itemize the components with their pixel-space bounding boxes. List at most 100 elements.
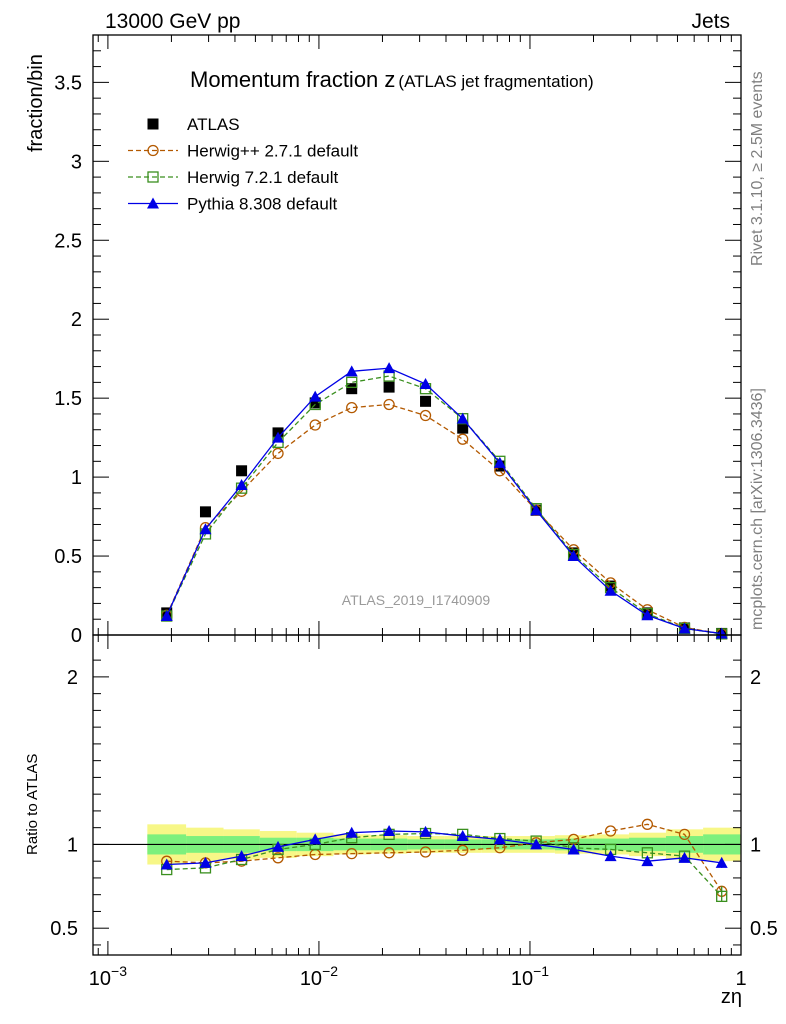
ratio-xlabel: zη bbox=[721, 986, 742, 1008]
ratio-series-point bbox=[678, 851, 691, 863]
main-series-line bbox=[166, 375, 722, 635]
main-series-point bbox=[383, 362, 396, 374]
main-series-point bbox=[457, 422, 469, 434]
ratio-series-point bbox=[383, 825, 396, 837]
y-tick-label: 3 bbox=[71, 151, 82, 173]
ratio-series-point bbox=[272, 840, 285, 852]
header-right: Jets bbox=[691, 10, 730, 33]
main-series-point bbox=[199, 523, 212, 535]
ratio-series-point bbox=[493, 833, 506, 845]
x-tick-label: 10−3 bbox=[89, 963, 127, 990]
chart-title-suffix: (ATLAS jet fragmentation) bbox=[398, 72, 593, 91]
x-tick-label: 10−1 bbox=[511, 963, 549, 990]
x-tick-label-exponent: −3 bbox=[111, 963, 127, 979]
y-tick-label: 2 bbox=[71, 309, 82, 331]
ratio-series-point bbox=[419, 825, 432, 837]
ratio-series-point bbox=[345, 826, 358, 838]
main-series-point bbox=[493, 456, 506, 468]
y-tick-label: 3.5 bbox=[54, 72, 82, 94]
ratio-series-line bbox=[166, 830, 722, 866]
main-panel: 0 0.5 1 1.5 2 2.5 3 3.5 bbox=[54, 34, 742, 647]
rivet-label: Rivet 3.1.10, ≥ 2.5M events bbox=[749, 71, 766, 266]
legend-label: Herwig 7.2.1 default bbox=[187, 168, 338, 187]
x-tick-label-base: 10 bbox=[89, 968, 111, 990]
x-tick-label: 1 bbox=[735, 968, 746, 990]
y-tick-label: 1 bbox=[71, 467, 82, 489]
main-series-point bbox=[419, 409, 432, 422]
main-series-point bbox=[456, 412, 469, 424]
main-series-point bbox=[604, 584, 617, 596]
legend-label: Pythia 8.308 default bbox=[187, 195, 338, 214]
header-left: 13000 GeV pp bbox=[105, 10, 240, 33]
ratio-series-point bbox=[567, 843, 580, 855]
main-series-point bbox=[641, 609, 654, 621]
analysis-label: ATLAS_2019_I1740909 bbox=[342, 592, 491, 608]
main-series-point bbox=[346, 376, 358, 389]
legend-label: ATLAS bbox=[187, 115, 240, 134]
ratio-series-line bbox=[166, 823, 723, 892]
ratio-series-point bbox=[199, 856, 212, 868]
ratio-ylabel: Ratio to ATLAS bbox=[24, 754, 41, 855]
chart-title: Momentum fraction z (ATLAS jet fragmentat… bbox=[190, 67, 594, 92]
ratio-series-point bbox=[419, 846, 432, 858]
ratio-series-point bbox=[641, 855, 654, 867]
ratio-series-point bbox=[160, 858, 173, 870]
main-series-point bbox=[160, 610, 173, 622]
ratio-series-point bbox=[678, 828, 691, 841]
ratio-series-point bbox=[383, 847, 395, 859]
main-series-point bbox=[420, 395, 432, 407]
ratio-series-point bbox=[457, 844, 469, 856]
legend-marker bbox=[147, 118, 159, 130]
ratio-series-point bbox=[309, 833, 322, 845]
y-tick-label: 0.5 bbox=[54, 546, 82, 568]
main-series-line bbox=[166, 367, 722, 635]
main-series-point bbox=[345, 365, 358, 377]
main-series-point bbox=[272, 431, 285, 443]
y-tick-label: 0 bbox=[71, 625, 82, 647]
y-tick-label-right: 2 bbox=[750, 667, 761, 689]
main-series-point bbox=[346, 383, 358, 395]
y-tick-label-right: 0.5 bbox=[750, 918, 778, 940]
main-series-point bbox=[346, 401, 358, 414]
ratio-frame bbox=[92, 634, 742, 956]
y-tick-label: 2.5 bbox=[54, 230, 82, 252]
y-tick-label-right: 1 bbox=[750, 834, 761, 856]
y-tick-label: 1.5 bbox=[54, 388, 82, 410]
main-series-point bbox=[236, 465, 248, 477]
legend-label: Herwig++ 2.7.1 default bbox=[187, 142, 358, 161]
x-tick-label-base: 1 bbox=[735, 968, 746, 990]
main-series-line bbox=[166, 403, 722, 635]
legend: ATLAS Herwig++ 2.7.1 default Herwig 7.2.1 … bbox=[128, 115, 358, 214]
mcplots-label: mcplots.cern.ch [arXiv:1306.3436] bbox=[749, 388, 766, 630]
ratio-series-point bbox=[272, 852, 284, 864]
main-ylabel: fraction/bin bbox=[25, 54, 47, 152]
x-tick-label-exponent: −2 bbox=[322, 963, 338, 979]
ratio-series-point bbox=[346, 847, 358, 860]
x-tick-label-base: 10 bbox=[300, 968, 322, 990]
y-tick-label: 1 bbox=[67, 834, 78, 856]
ratio-series-point bbox=[456, 830, 469, 842]
ratio-series-point bbox=[641, 818, 654, 830]
main-series-point bbox=[199, 506, 211, 518]
legend-marker bbox=[147, 144, 159, 157]
main-series-point bbox=[383, 398, 395, 411]
ratio-panel: 10−3 10−2 10−1 10.5 0.51 12 2 bbox=[50, 634, 778, 990]
main-series-point bbox=[457, 433, 469, 445]
main-series-point bbox=[715, 627, 728, 639]
main-series-point bbox=[272, 447, 284, 460]
x-tick-label-exponent: −1 bbox=[533, 963, 549, 979]
main-series-point bbox=[383, 381, 395, 393]
main-series-point bbox=[419, 377, 432, 389]
main-series-point bbox=[235, 479, 248, 490]
x-tick-label: 10−2 bbox=[300, 963, 338, 990]
ratio-series-point bbox=[604, 825, 617, 837]
legend-marker bbox=[147, 171, 159, 183]
main-series-point bbox=[309, 397, 321, 409]
y-tick-label: 2 bbox=[67, 667, 78, 689]
ratio-series-point bbox=[604, 850, 617, 862]
ratio-series-point bbox=[235, 850, 248, 862]
x-tick-label-base: 10 bbox=[511, 968, 533, 990]
ratio-series-point bbox=[530, 838, 543, 850]
main-series-point bbox=[530, 504, 543, 516]
